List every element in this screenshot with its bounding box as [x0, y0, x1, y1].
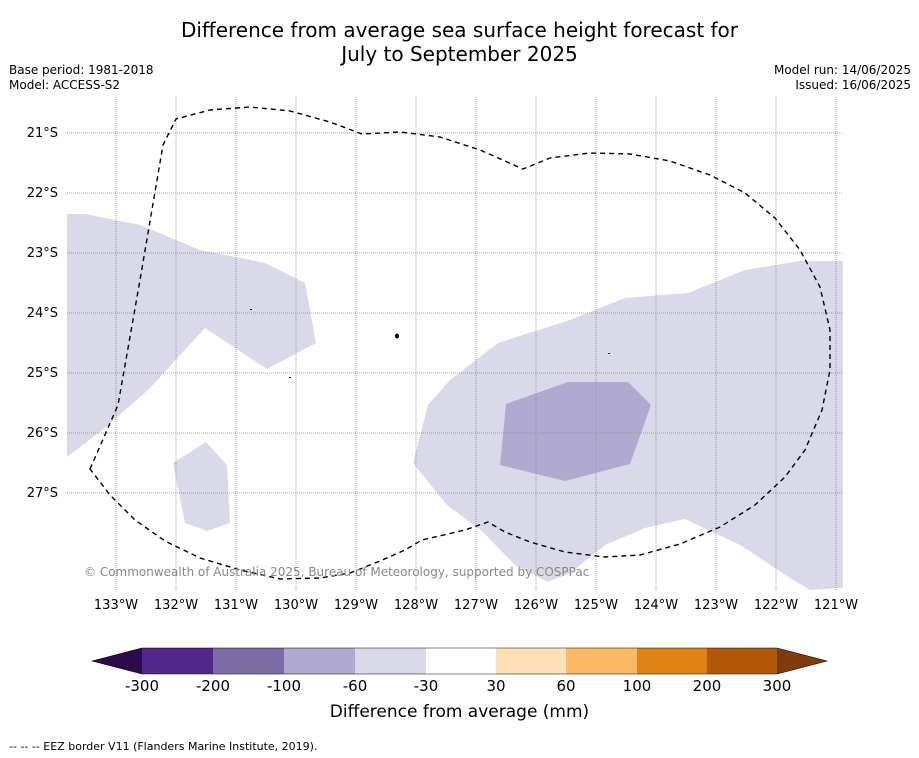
lat-label-23s: 23°S — [26, 246, 58, 261]
lon-label-124w: 124°W — [633, 598, 679, 613]
map-title: Difference from average sea surface heig… — [0, 18, 919, 66]
lon-label-133w: 133°W — [93, 598, 139, 613]
colorbar-tick-label: -300 — [124, 677, 160, 695]
colorbar-tick-label: -60 — [342, 677, 368, 695]
lon-label-126w: 126°W — [513, 598, 559, 613]
copyright-notice: © Commonwealth of Australia 2025, Bureau… — [84, 565, 590, 579]
colorbar-tick-label: -200 — [195, 677, 231, 695]
lon-label-129w: 129°W — [333, 598, 379, 613]
colorbar-tick-label: -100 — [266, 677, 302, 695]
lat-label-22s: 22°S — [26, 186, 58, 201]
lat-label-27s: 27°S — [26, 486, 58, 501]
base-period: Base period: 1981-2018 — [9, 63, 154, 77]
lat-label-25s: 25°S — [26, 366, 58, 381]
colorbar-extend-low — [92, 648, 142, 674]
colorbar-tick-label: -30 — [413, 677, 439, 695]
anomaly-region-southwest — [173, 442, 230, 531]
islands — [250, 309, 610, 378]
meta-left: Base period: 1981-2018 Model: ACCESS-S2 — [9, 63, 154, 93]
lon-label-128w: 128°W — [393, 598, 439, 613]
colorbar-title: Difference from average (mm) — [329, 702, 590, 722]
colorbar-tick-label: 60 — [556, 677, 576, 695]
eez-footnote: -- -- -- EEZ border V11 (Flanders Marine… — [9, 740, 318, 753]
lon-label-125w: 125°W — [573, 598, 619, 613]
lat-label-21s: 21°S — [26, 126, 58, 141]
model-run: Model run: 14/06/2025 — [773, 63, 911, 77]
gridlines — [67, 97, 843, 590]
model-name: Model: ACCESS-S2 — [9, 78, 121, 92]
colorbar-tick-label: 300 — [762, 677, 792, 695]
colorbar — [90, 647, 829, 675]
lat-label-26s: 26°S — [26, 426, 58, 441]
lon-label-121w: 121°W — [813, 598, 859, 613]
title-line-1: Difference from average sea surface heig… — [180, 18, 739, 42]
colorbar-tick-label: 30 — [486, 677, 506, 695]
colorbar-tick-label: 200 — [692, 677, 722, 695]
meta-right: Model run: 14/06/2025 Issued: 16/06/2025 — [774, 63, 911, 93]
lat-label-24s: 24°S — [26, 306, 58, 321]
lon-label-123w: 123°W — [693, 598, 739, 613]
eez-border — [89, 106, 831, 580]
issued-date: Issued: 16/06/2025 — [795, 78, 911, 92]
colorbar-tick-label: 100 — [622, 677, 652, 695]
colorbar-extend-high — [777, 648, 827, 674]
anomaly-region-west — [67, 214, 316, 457]
lon-label-127w: 127°W — [453, 598, 499, 613]
anomaly-fill-layer — [67, 214, 843, 590]
lon-label-132w: 132°W — [153, 598, 199, 613]
lon-label-122w: 122°W — [753, 598, 799, 613]
lon-label-131w: 131°W — [213, 598, 259, 613]
lon-label-130w: 130°W — [273, 598, 319, 613]
anomaly-region-center — [500, 382, 651, 481]
title-line-2: July to September 2025 — [341, 42, 578, 66]
